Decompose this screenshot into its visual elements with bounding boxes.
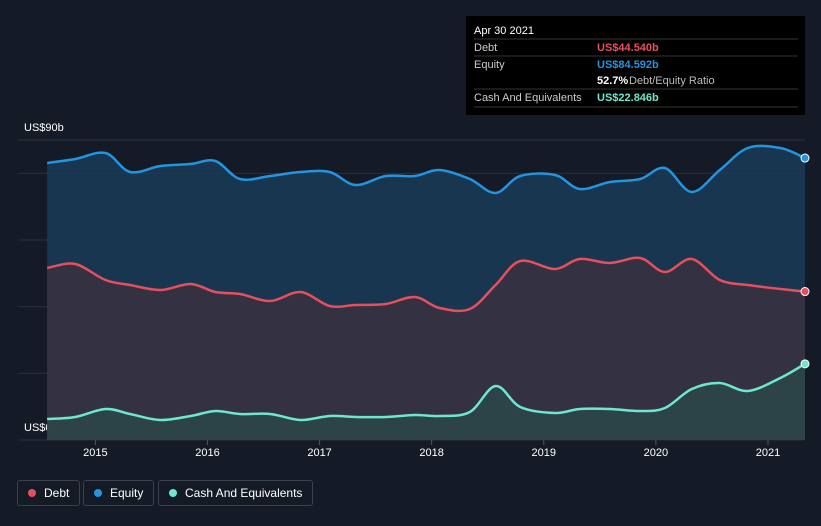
y-tick-label: US$0: [24, 422, 52, 434]
legend-label: Debt: [44, 486, 70, 500]
x-tick-label: 2017: [307, 447, 331, 459]
legend-label: Equity: [110, 486, 144, 500]
x-tick-label: 2016: [195, 447, 219, 459]
area: [47, 363, 806, 440]
tooltip-value: US$84.592b: [597, 59, 659, 71]
tooltip-date: Apr 30 2021: [474, 25, 534, 37]
ratio-label: Debt/Equity Ratio: [629, 75, 715, 87]
x-tick-label: 2018: [419, 447, 443, 459]
x-tick-label: 2021: [756, 447, 780, 459]
tooltip-label: Equity: [474, 59, 505, 71]
x-tick-label: 2020: [644, 447, 668, 459]
line: [46, 256, 806, 313]
legend-label: Cash And Equivalents: [185, 486, 303, 500]
end-dot: [800, 287, 810, 297]
legend-swatch: [169, 489, 177, 497]
ratio-value: 52.7%: [597, 75, 628, 87]
tooltip-value: US$22.846b: [597, 92, 659, 104]
x-tick-label: 2015: [83, 447, 107, 459]
area: [47, 257, 806, 440]
tooltip-label: Cash And Equivalents: [474, 92, 582, 104]
legend-item[interactable]: Equity: [83, 480, 155, 506]
legend-item[interactable]: Cash And Equivalents: [158, 480, 314, 506]
legend-swatch: [94, 489, 102, 497]
legend-swatch: [28, 489, 36, 497]
line: [46, 144, 806, 195]
tooltip-label: Debt: [474, 42, 497, 54]
y-tick-label: US$90b: [24, 122, 64, 134]
line: [47, 362, 806, 422]
tooltip-value: US$44.540b: [597, 42, 659, 54]
end-dot: [800, 153, 810, 163]
tooltip: Apr 30 2021 Debt US$44.540b Equity US$84.592…: [466, 16, 805, 115]
x-tick-label: 2019: [532, 447, 556, 459]
end-dot: [800, 359, 810, 369]
legend-item[interactable]: Debt: [17, 480, 81, 506]
tooltip-box: [466, 16, 805, 115]
